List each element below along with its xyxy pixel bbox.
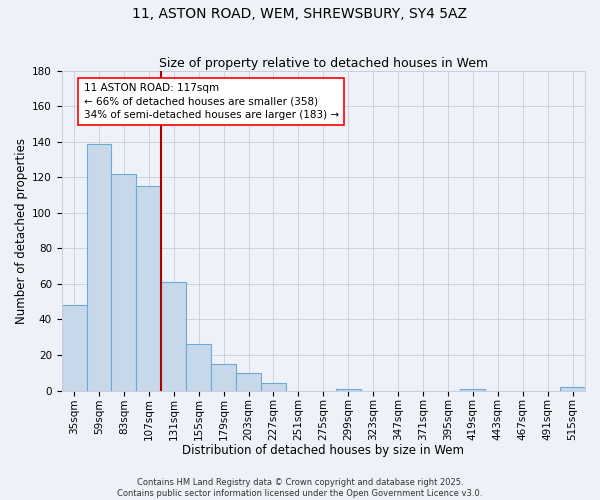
Title: Size of property relative to detached houses in Wem: Size of property relative to detached ho… — [159, 56, 488, 70]
Bar — [460, 389, 485, 390]
Bar — [236, 373, 261, 390]
Bar — [261, 384, 286, 390]
Text: Contains HM Land Registry data © Crown copyright and database right 2025.
Contai: Contains HM Land Registry data © Crown c… — [118, 478, 482, 498]
Bar — [86, 144, 112, 390]
Text: 11 ASTON ROAD: 117sqm
← 66% of detached houses are smaller (358)
34% of semi-det: 11 ASTON ROAD: 117sqm ← 66% of detached … — [83, 83, 338, 120]
Bar — [112, 174, 136, 390]
Text: 11, ASTON ROAD, WEM, SHREWSBURY, SY4 5AZ: 11, ASTON ROAD, WEM, SHREWSBURY, SY4 5AZ — [133, 8, 467, 22]
X-axis label: Distribution of detached houses by size in Wem: Distribution of detached houses by size … — [182, 444, 464, 458]
Bar — [161, 282, 186, 391]
Bar — [211, 364, 236, 390]
Bar — [62, 306, 86, 390]
Bar — [560, 387, 585, 390]
Bar — [186, 344, 211, 391]
Bar — [336, 389, 361, 390]
Y-axis label: Number of detached properties: Number of detached properties — [15, 138, 28, 324]
Bar — [136, 186, 161, 390]
